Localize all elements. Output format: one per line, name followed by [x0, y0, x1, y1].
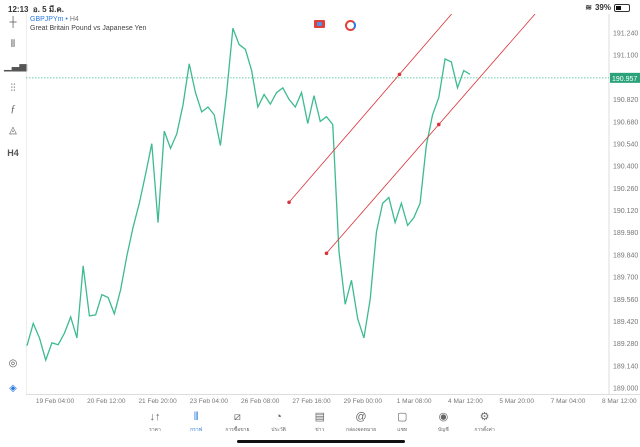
- y-tick-label: 189.840: [613, 252, 638, 259]
- zoom-chart-icon[interactable]: ◎: [8, 358, 18, 369]
- current-price-badge: [610, 72, 640, 83]
- wifi-icon: ≋: [585, 3, 592, 12]
- y-tick-label: 189.980: [613, 230, 638, 237]
- nav-tab-account[interactable]: ◉ บัญชี: [423, 410, 463, 434]
- x-tick-label: 19 Feb 04:00: [36, 398, 75, 405]
- mailbox-icon: @: [355, 411, 367, 423]
- symbol-info: GBPJPYm • H4 Great Britain Pound vs Japa…: [30, 15, 146, 33]
- y-tick-label: 189.560: [613, 297, 638, 304]
- trendline-anchor: [287, 200, 291, 205]
- x-tick-label: 1 Mar 08:00: [397, 398, 432, 405]
- nav-tab-label: ประวัติ: [271, 427, 286, 433]
- x-tick-label: 4 Mar 12:00: [448, 398, 483, 405]
- price-line: [26, 28, 471, 363]
- nav-tab-label: บัญชี: [437, 427, 449, 433]
- y-tick-label: 190.400: [613, 164, 638, 171]
- news-icon: ▤: [314, 411, 325, 423]
- x-tick-label: 23 Feb 04:00: [190, 398, 229, 405]
- status-bar: 12:13 อ. 5 มี.ค. ≋ 39%: [0, 0, 640, 14]
- symbol-separator: •: [65, 16, 68, 23]
- candlestick-icon[interactable]: ⫴: [10, 39, 16, 50]
- broker-logo-icon[interactable]: ◈: [9, 383, 17, 394]
- nav-tab-chat[interactable]: ▢ แชท: [382, 410, 422, 434]
- one-click-trading-icon[interactable]: [314, 20, 325, 28]
- trendline-anchor: [437, 122, 441, 127]
- nav-tab-label: แชท: [397, 427, 408, 433]
- nav-tab-mailbox[interactable]: @ กล่องจดหมาย: [341, 410, 381, 434]
- trendline: [288, 14, 452, 203]
- status-date: อ. 5 มี.ค.: [32, 5, 64, 14]
- crosshair-icon[interactable]: ┼: [9, 17, 17, 28]
- y-tick-label: 190.820: [613, 97, 638, 104]
- price-chart[interactable]: 191.240 191.100 190.820 190.680 190.540 190.4…: [26, 14, 640, 406]
- settings-sliders-icon[interactable]: ⫶⫶: [10, 83, 16, 94]
- y-tick-label: 189.700: [613, 275, 638, 282]
- nav-tab-label: ข่าว: [315, 427, 325, 433]
- status-clock: 12:13: [8, 5, 29, 14]
- status-time: 12:13 อ. 5 มี.ค.: [8, 3, 64, 16]
- history-icon: ◔: [275, 411, 282, 423]
- nav-tab-label: การตั้งค่า: [474, 427, 495, 433]
- battery-icon: [614, 3, 630, 12]
- quotes-icon: ↓↑: [149, 411, 161, 423]
- objects-icon[interactable]: ◬: [9, 125, 17, 136]
- left-toolbar: ┼ ⫴ ▁▃▅ ⫶⫶ ƒ ◬ H4 ◎ ◈: [0, 14, 28, 406]
- trendline: [326, 14, 536, 254]
- x-tick-label: 26 Feb 08:00: [241, 398, 280, 405]
- trade-icon: ⧄: [233, 411, 241, 423]
- function-icon[interactable]: ƒ: [10, 104, 16, 115]
- chart-icon: ⫴: [193, 411, 199, 423]
- trendline-anchor: [324, 251, 329, 256]
- status-right: ≋ 39%: [585, 3, 630, 12]
- nav-tab-news[interactable]: ▤ ข่าว: [300, 410, 340, 434]
- nav-tab-label: การซื้อขาย: [225, 427, 250, 433]
- x-tick-label: 8 Mar 12:00: [602, 398, 637, 405]
- x-tick-label: 27 Feb 16:00: [292, 398, 331, 405]
- nav-tab-label: ราคา: [149, 427, 161, 433]
- signal-icon[interactable]: [345, 20, 356, 31]
- y-tick-label: 189.140: [613, 363, 638, 370]
- chart-type-icon[interactable]: ▁▃▅: [4, 61, 28, 72]
- y-tick-label: 189.280: [613, 341, 638, 348]
- account-icon: ◉: [438, 411, 449, 423]
- nav-tab-trade[interactable]: ⧄ การซื้อขาย: [217, 410, 257, 434]
- chat-icon: ▢: [396, 411, 408, 423]
- settings-icon: ⚙: [479, 411, 490, 423]
- y-tick-label: 190.540: [613, 141, 638, 148]
- nav-tab-chart[interactable]: ⫴ กราฟ: [176, 410, 216, 434]
- battery-percent: 39%: [594, 3, 611, 12]
- y-tick-label: 190.260: [613, 186, 638, 193]
- nav-tab-label: กราฟ: [190, 427, 203, 433]
- symbol-timeframe: H4: [69, 16, 79, 23]
- battery-fill: [616, 5, 621, 10]
- y-tick-label: 191.100: [613, 53, 638, 60]
- timeframe-button[interactable]: H4: [7, 148, 19, 158]
- y-tick-label: 190.680: [613, 119, 638, 126]
- nav-tab-settings[interactable]: ⚙ การตั้งค่า: [465, 410, 505, 434]
- x-tick-label: 29 Feb 00:00: [344, 398, 383, 405]
- chart-top-icons: [314, 20, 356, 31]
- x-tick-label: 5 Mar 20:00: [499, 398, 534, 405]
- x-tick-label: 20 Feb 12:00: [87, 398, 126, 405]
- symbol-description: Great Britain Pound vs Japanese Yen: [30, 25, 147, 32]
- nav-tab-quotes[interactable]: ↓↑ ราคา: [135, 410, 175, 434]
- x-tick-label: 21 Feb 20:00: [138, 398, 177, 405]
- x-tick-label: 7 Mar 04:00: [551, 398, 586, 405]
- current-price-label: 190.957: [612, 76, 637, 83]
- y-tick-label: 190.120: [613, 208, 638, 215]
- y-tick-label: 189.420: [613, 319, 638, 326]
- nav-tab-label: กล่องจดหมาย: [345, 427, 377, 433]
- nav-tab-history[interactable]: ◔ ประวัติ: [259, 410, 299, 434]
- symbol-name[interactable]: GBPJPYm: [30, 16, 64, 23]
- home-indicator: [237, 440, 405, 443]
- y-tick-label: 191.240: [613, 31, 638, 38]
- y-tick-label: 189.000: [613, 386, 638, 393]
- trendline-anchor: [397, 72, 402, 77]
